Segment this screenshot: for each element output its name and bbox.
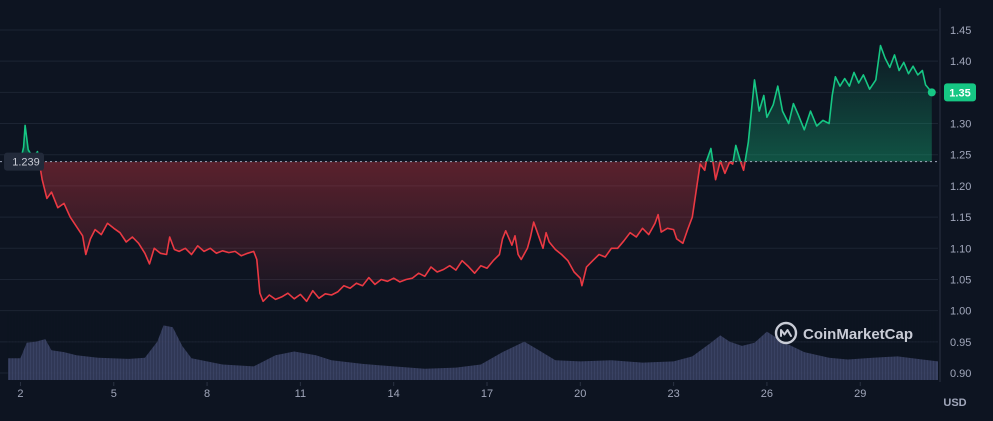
y-tick-label: 1.30 <box>950 119 971 131</box>
x-tick-label: 29 <box>854 388 866 400</box>
current-price-badge: 1.35 <box>944 83 976 102</box>
y-tick-label: 1.40 <box>950 56 971 68</box>
x-tick-label: 20 <box>574 388 586 400</box>
y-tick-label: 1.10 <box>950 243 971 255</box>
y-tick-label: 0.90 <box>950 368 971 380</box>
volume-area-shape <box>8 325 938 380</box>
y-tick-label: 1.45 <box>950 25 971 37</box>
y-axis: 1.45 1.40 1.35 1.30 1.25 1.20 1.15 1.10 1.05 1.00… <box>939 8 971 382</box>
coinmarketcap-logo-icon <box>774 321 798 345</box>
currency-unit-label: USD <box>943 397 966 409</box>
x-tick-label: 26 <box>761 388 773 400</box>
x-tick-label: 23 <box>667 388 679 400</box>
price-fill <box>20 45 932 302</box>
y-tick-label: 1.25 <box>950 150 971 162</box>
current-price-label: 1.35 <box>949 87 970 99</box>
price-fill-up <box>20 45 932 162</box>
y-tick-label: 1.05 <box>950 274 971 286</box>
y-tick-label: 1.00 <box>950 306 971 318</box>
x-tick-label: 8 <box>204 388 210 400</box>
x-axis: 2 5 8 11 14 17 20 23 26 29 <box>17 382 866 400</box>
y-tick-label: 0.95 <box>950 337 971 349</box>
x-tick-label: 2 <box>17 388 23 400</box>
baseline-label: 1.239 <box>12 157 40 169</box>
price-line-up <box>19 44 933 162</box>
x-tick-label: 17 <box>481 388 493 400</box>
y-tick-label: 1.15 <box>950 212 971 224</box>
volume-area <box>7 313 938 380</box>
x-tick-label: 14 <box>388 388 400 400</box>
watermark-text: CoinMarketCap <box>803 326 913 343</box>
baseline-badge: 1.239 <box>4 152 44 171</box>
price-fill-down <box>20 161 932 302</box>
current-price-dot <box>927 88 936 97</box>
coinmarketcap-watermark: CoinMarketCap <box>774 321 913 345</box>
y-tick-label: 1.20 <box>950 181 971 193</box>
x-tick-label: 11 <box>295 388 306 400</box>
x-tick-label: 5 <box>111 388 117 400</box>
price-line-down <box>38 161 746 303</box>
price-line <box>19 44 936 303</box>
